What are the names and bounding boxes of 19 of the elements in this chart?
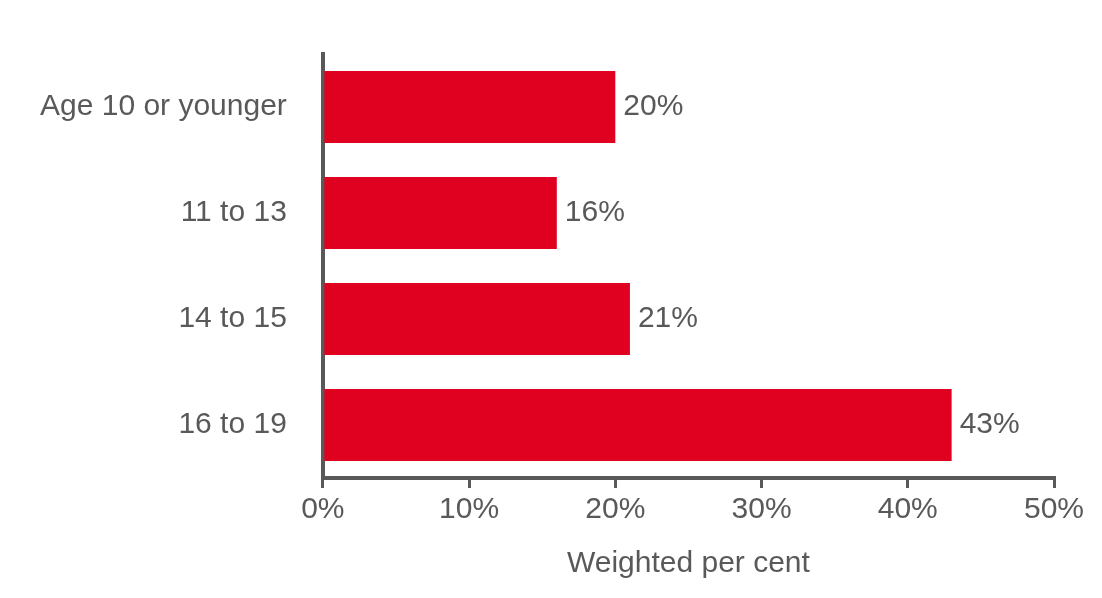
x-tick-label: 50% [1023, 491, 1085, 525]
y-tick-label: 14 to 15 [178, 300, 287, 334]
bar [324, 176, 557, 250]
data-label: 16% [564, 194, 625, 228]
x-tick-label: 40% [877, 491, 938, 525]
x-tick-label: 30% [731, 491, 792, 525]
bar [324, 388, 952, 462]
y-tick-label: 16 to 19 [178, 406, 287, 440]
x-tick-label: 0% [301, 491, 345, 525]
data-label: 20% [623, 88, 684, 122]
data-label: 21% [637, 300, 698, 334]
y-tick-label: Age 10 or younger [40, 88, 287, 122]
data-label: 43% [959, 406, 1020, 440]
bar [324, 282, 630, 356]
y-tick-label: 11 to 13 [180, 194, 287, 228]
bar [324, 70, 616, 144]
x-tick-label: 20% [585, 491, 646, 525]
x-axis-title: Weighted per cent [566, 545, 811, 579]
x-tick-label: 10% [439, 491, 500, 525]
